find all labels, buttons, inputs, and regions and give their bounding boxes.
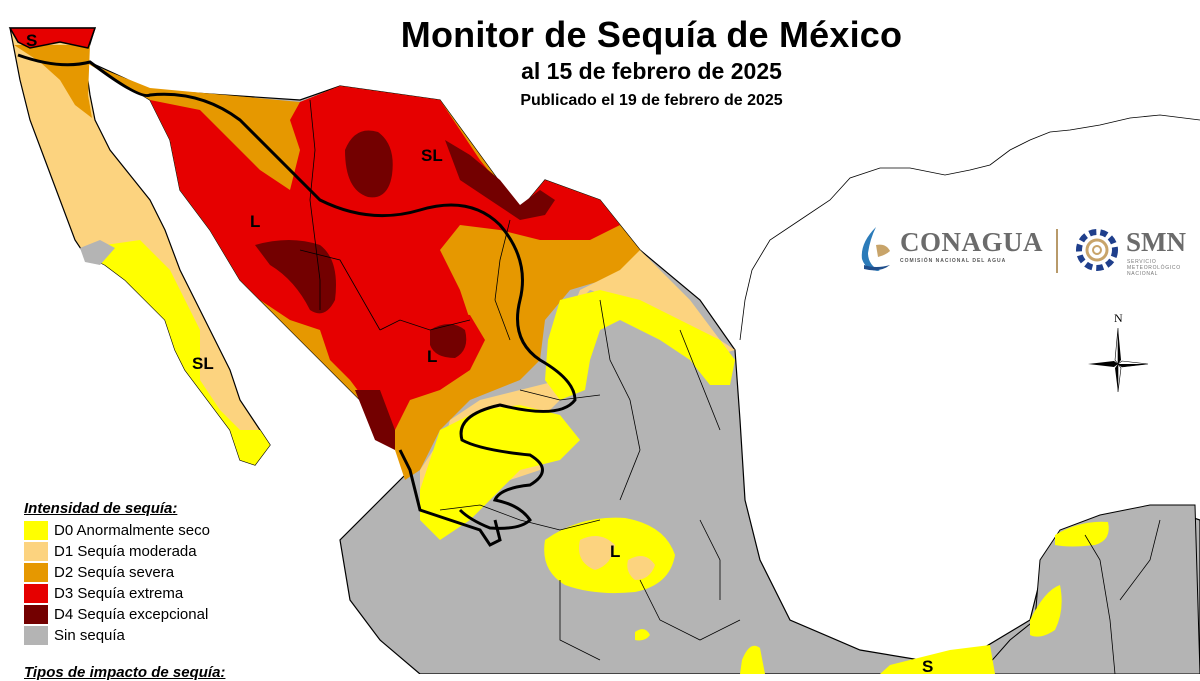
- smn-logo-icon: [1076, 229, 1118, 271]
- legend-item-d3: D3 Sequía extrema: [24, 583, 210, 604]
- d0-region-campeche: [1030, 585, 1062, 637]
- d0-region-south: [880, 645, 995, 674]
- d0-region-central: [420, 405, 580, 540]
- drought-legend: Intensidad de sequía: D0 Anormalmente se…: [24, 500, 210, 646]
- impact-label: S: [922, 657, 933, 674]
- d1-region-bajio-east: [627, 556, 655, 580]
- legend-swatch-d0: [24, 521, 48, 540]
- logo-divider: [1056, 229, 1058, 273]
- legend-swatch-d4: [24, 605, 48, 624]
- legend-item-d1: D1 Sequía moderada: [24, 541, 210, 562]
- north-arrow: N: [1084, 310, 1152, 394]
- impact-label: SL: [421, 146, 443, 165]
- impact-label: S: [26, 31, 37, 50]
- legend-item-none: Sin sequía: [24, 625, 210, 646]
- d0-region-small: [635, 629, 650, 641]
- legend-swatch-d2: [24, 563, 48, 582]
- impact-labels: S SL L SL L L S: [26, 31, 933, 674]
- impact-label: SL: [192, 354, 214, 373]
- impact-label: L: [250, 212, 260, 231]
- impact-label: L: [610, 542, 620, 561]
- legend-item-d2: D2 Sequía severa: [24, 562, 210, 583]
- agency-logos: CONAGUA COMISIÓN NACIONAL DEL AGUA SMN S…: [856, 225, 1196, 285]
- impact-types-title: Tipos de impacto de sequía:: [24, 664, 226, 681]
- legend-label: D0 Anormalmente seco: [54, 522, 210, 539]
- compass-rose-icon: N: [1088, 311, 1149, 393]
- smn-name: SMN: [1126, 227, 1186, 257]
- legend-label: D4 Sequía excepcional: [54, 606, 209, 623]
- conagua-name: CONAGUA: [900, 227, 1043, 257]
- d4-region-chihuahua: [345, 130, 393, 198]
- legend-swatch-d3: [24, 584, 48, 603]
- legend-title: Intensidad de sequía:: [24, 500, 178, 517]
- legend-label: D1 Sequía moderada: [54, 543, 197, 560]
- us-gulf-coastline: [739, 114, 1200, 341]
- d4-region-border: [445, 140, 555, 220]
- impact-boundary-coast: [398, 449, 502, 547]
- legend-swatch-none: [24, 626, 48, 645]
- baja-gray: [80, 240, 115, 265]
- map-date: al 15 de febrero de 2025: [521, 58, 782, 84]
- baja-d0-south: [85, 240, 270, 465]
- d3-region-main: [150, 86, 620, 420]
- legend-swatch-d1: [24, 542, 48, 561]
- d0-region-oaxaca: [740, 645, 765, 674]
- map-title: Monitor de Sequía de México: [400, 14, 903, 55]
- legend-item-d0: D0 Anormalmente seco: [24, 520, 210, 541]
- conagua-logo-icon: [861, 227, 890, 271]
- baja-d3-north: [8, 27, 97, 49]
- legend-label: Sin sequía: [54, 627, 125, 644]
- legend-label: D3 Sequía extrema: [54, 585, 184, 602]
- impact-boundary-north: [17, 53, 577, 530]
- legend-item-d4: D4 Sequía excepcional: [24, 604, 210, 625]
- map-published-date: Publicado el 19 de febrero de 2025: [520, 92, 783, 109]
- d4-region-coast: [355, 390, 395, 450]
- impact-label: L: [427, 347, 437, 366]
- svg-text:N: N: [1114, 311, 1123, 325]
- d0-region-yucatan-north: [1055, 521, 1109, 547]
- d0-region-northeast: [545, 290, 735, 400]
- d1-region-bajio: [579, 536, 615, 570]
- d4-region-sonora: [255, 240, 336, 314]
- smn-subtitle: SERVICIO METEOROLÓGICO NACIONAL: [1127, 259, 1181, 277]
- legend-label: D2 Sequía severa: [54, 564, 175, 581]
- state-borders: [299, 99, 1161, 674]
- conagua-subtitle: COMISIÓN NACIONAL DEL AGUA: [900, 258, 1007, 264]
- d4-region-durango: [430, 324, 467, 358]
